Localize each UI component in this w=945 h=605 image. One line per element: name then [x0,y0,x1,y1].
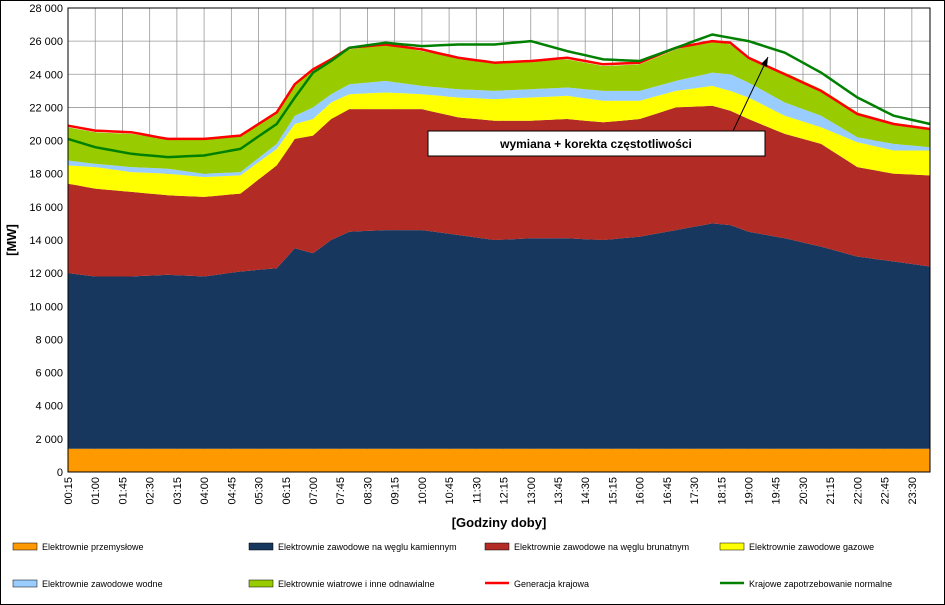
x-tick-label: 20:30 [798,477,810,505]
x-tick-label: 10:45 [444,477,456,505]
x-tick-label: 08:30 [362,477,374,505]
legend-item-wiatrowe: Elektrownie wiatrowe i inne odnawialne [248,579,435,589]
legend-swatch-wiatrowe [248,579,274,588]
legend-label-wiatrowe: Elektrownie wiatrowe i inne odnawialne [278,579,435,589]
legend-label-przemyslowe: Elektrownie przemysłowe [42,542,144,552]
y-tick-label: 28 000 [29,3,63,15]
y-tick-label: 0 [57,467,63,479]
y-tick-label: 4 000 [35,401,63,413]
y-tick-label: 10 000 [29,301,63,313]
legend-label-wodne: Elektrownie zawodowe wodne [42,579,163,589]
x-tick-label: 10:00 [417,477,429,505]
x-tick-label: 17:30 [689,477,701,505]
y-axis-ticks: 0 2 000 4 000 6 000 8 000 10 000 12 000 14 000 1… [29,3,63,479]
x-tick-label: 11:30 [471,477,483,504]
y-tick-label: 8 000 [35,334,63,346]
x-tick-label: 22:00 [852,477,864,505]
annotation: wymiana + korekta częstotliwości [427,56,769,157]
x-tick-label: 07:45 [335,477,347,505]
x-tick-label: 07:00 [308,477,320,505]
x-axis-title: [Godziny doby] [452,515,547,530]
legend-label-zapotrzebowanie: Krajowe zapotrzebowanie normalne [749,579,892,589]
line-layer [67,33,931,159]
plot-frame [67,7,931,473]
area-gazowe [68,85,930,197]
line-zapotrzebowanie [67,33,931,159]
legend-swatch-brunatny [484,542,510,551]
annotation-arrow-head [761,57,768,67]
x-tick-label: 16:00 [635,477,647,505]
legend-item-kamienny: Elektrownie zawodowe na węglu kamiennym [248,542,457,552]
area-przemyslowe [68,448,930,472]
x-tick-label: 19:00 [744,477,756,505]
x-tick-label: 02:30 [145,477,157,505]
x-tick-label: 15:15 [607,477,619,505]
legend-swatch-wodne [12,579,38,588]
x-tick-label: 21:15 [825,477,837,505]
legend-item-generacja: Generacja krajowa [485,579,589,589]
legend-label-generacja: Generacja krajowa [514,579,589,589]
legend: Elektrownie przemysłowe Elektrownie zawo… [12,542,892,589]
legend-swatch-przemyslowe [12,542,38,551]
legend-label-gazowe: Elektrownie zawodowe gazowe [749,542,874,552]
x-tick-label: 01:00 [90,477,102,505]
legend-item-wodne: Elektrownie zawodowe wodne [12,579,163,589]
y-axis-title: [MW] [4,224,19,256]
x-tick-label: 04:45 [226,477,238,505]
x-tick-label: 03:15 [172,477,184,505]
area-wodne [68,72,930,177]
y-tick-label: 16 000 [29,202,63,214]
x-tick-label: 09:15 [390,477,402,505]
area-layer [68,41,930,472]
x-axis-ticks: 00:15 01:00 01:45 02:30 03:15 04:00 04:45 05:30… [63,477,919,505]
x-tick-label: 22:45 [880,477,892,505]
legend-item-gazowe: Elektrownie zawodowe gazowe [719,542,874,552]
x-tick-label: 13:45 [553,477,565,505]
legend-item-zapotrzebowanie: Krajowe zapotrzebowanie normalne [720,579,892,589]
x-tick-label: 19:45 [771,477,783,505]
y-tick-label: 14 000 [29,235,63,247]
x-tick-label: 05:30 [254,477,266,505]
x-tick-label: 12:15 [499,477,511,505]
y-tick-label: 6 000 [35,368,63,380]
x-tick-label: 00:15 [63,477,75,505]
y-tick-label: 20 000 [29,136,63,148]
legend-swatch-gazowe [719,542,745,551]
legend-swatch-kamienny [248,542,274,551]
y-tick-label: 22 000 [29,102,63,114]
x-tick-label: 01:45 [117,477,129,505]
y-tick-label: 2 000 [35,434,63,446]
annotation-arrow-line [732,56,769,132]
legend-label-brunatny: Elektrownie zawodowe na węglu brunatnym [514,542,689,552]
x-tick-label: 14:30 [580,477,592,505]
legend-item-brunatny: Elektrownie zawodowe na węglu brunatnym [484,542,689,552]
annotation-text: wymiana + korekta częstotliwości [499,137,692,151]
x-tick-label: 04:00 [199,477,211,505]
x-tick-label: 06:15 [281,477,293,505]
y-tick-label: 26 000 [29,36,63,48]
x-tick-label: 23:30 [907,477,919,505]
legend-label-kamienny: Elektrownie zawodowe na węglu kamiennym [278,542,457,552]
area-wiatrowe [68,41,930,174]
x-tick-label: 16:45 [662,477,674,505]
annotation-box [427,130,766,157]
area-kamienny [68,223,930,449]
y-tick-label: 12 000 [29,268,63,280]
x-tick-label: 13:00 [526,477,538,505]
x-tick-label: 18:15 [716,477,728,505]
y-tick-label: 24 000 [29,69,63,81]
y-tick-label: 18 000 [29,169,63,181]
legend-item-przemyslowe: Elektrownie przemysłowe [12,542,144,552]
line-generacja [67,39,931,141]
